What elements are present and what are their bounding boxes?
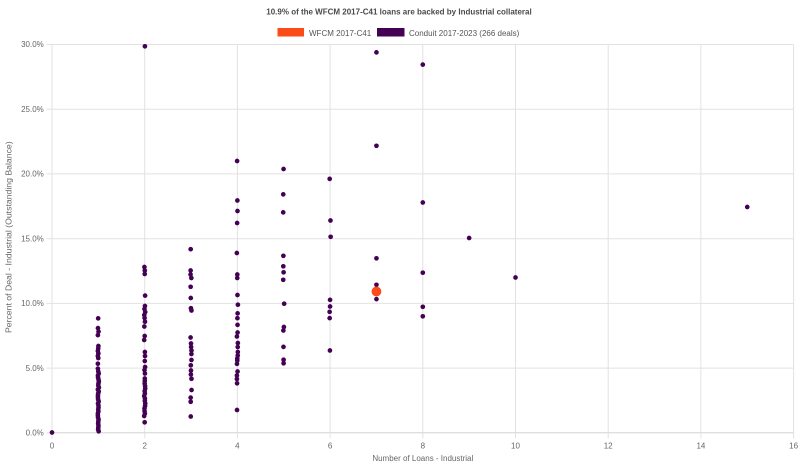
svg-text:0.0%: 0.0%: [26, 429, 44, 438]
svg-text:Number of Loans - Industrial: Number of Loans - Industrial: [372, 454, 473, 463]
svg-text:Percent of Deal - Industrial (: Percent of Deal - Industrial (Outstandin…: [4, 141, 14, 333]
svg-text:10.0%: 10.0%: [21, 299, 44, 308]
svg-text:25.0%: 25.0%: [21, 105, 44, 114]
svg-text:10: 10: [511, 442, 520, 451]
svg-text:2: 2: [142, 442, 147, 451]
svg-text:Conduit 2017-2023 (266 deals): Conduit 2017-2023 (266 deals): [409, 29, 520, 38]
svg-text:14: 14: [696, 442, 705, 451]
svg-text:WFCM 2017-C41: WFCM 2017-C41: [309, 29, 372, 38]
svg-text:5.0%: 5.0%: [26, 364, 44, 373]
svg-text:4: 4: [235, 442, 240, 451]
svg-text:20.0%: 20.0%: [21, 170, 44, 179]
svg-text:15.0%: 15.0%: [21, 234, 44, 243]
svg-text:30.0%: 30.0%: [21, 40, 44, 49]
svg-text:16: 16: [789, 442, 798, 451]
svg-text:12: 12: [604, 442, 613, 451]
svg-text:8: 8: [421, 442, 426, 451]
svg-text:6: 6: [328, 442, 333, 451]
svg-text:10.9% of the WFCM 2017-C41 loa: 10.9% of the WFCM 2017-C41 loans are bac…: [266, 7, 531, 16]
svg-text:0: 0: [50, 442, 55, 451]
